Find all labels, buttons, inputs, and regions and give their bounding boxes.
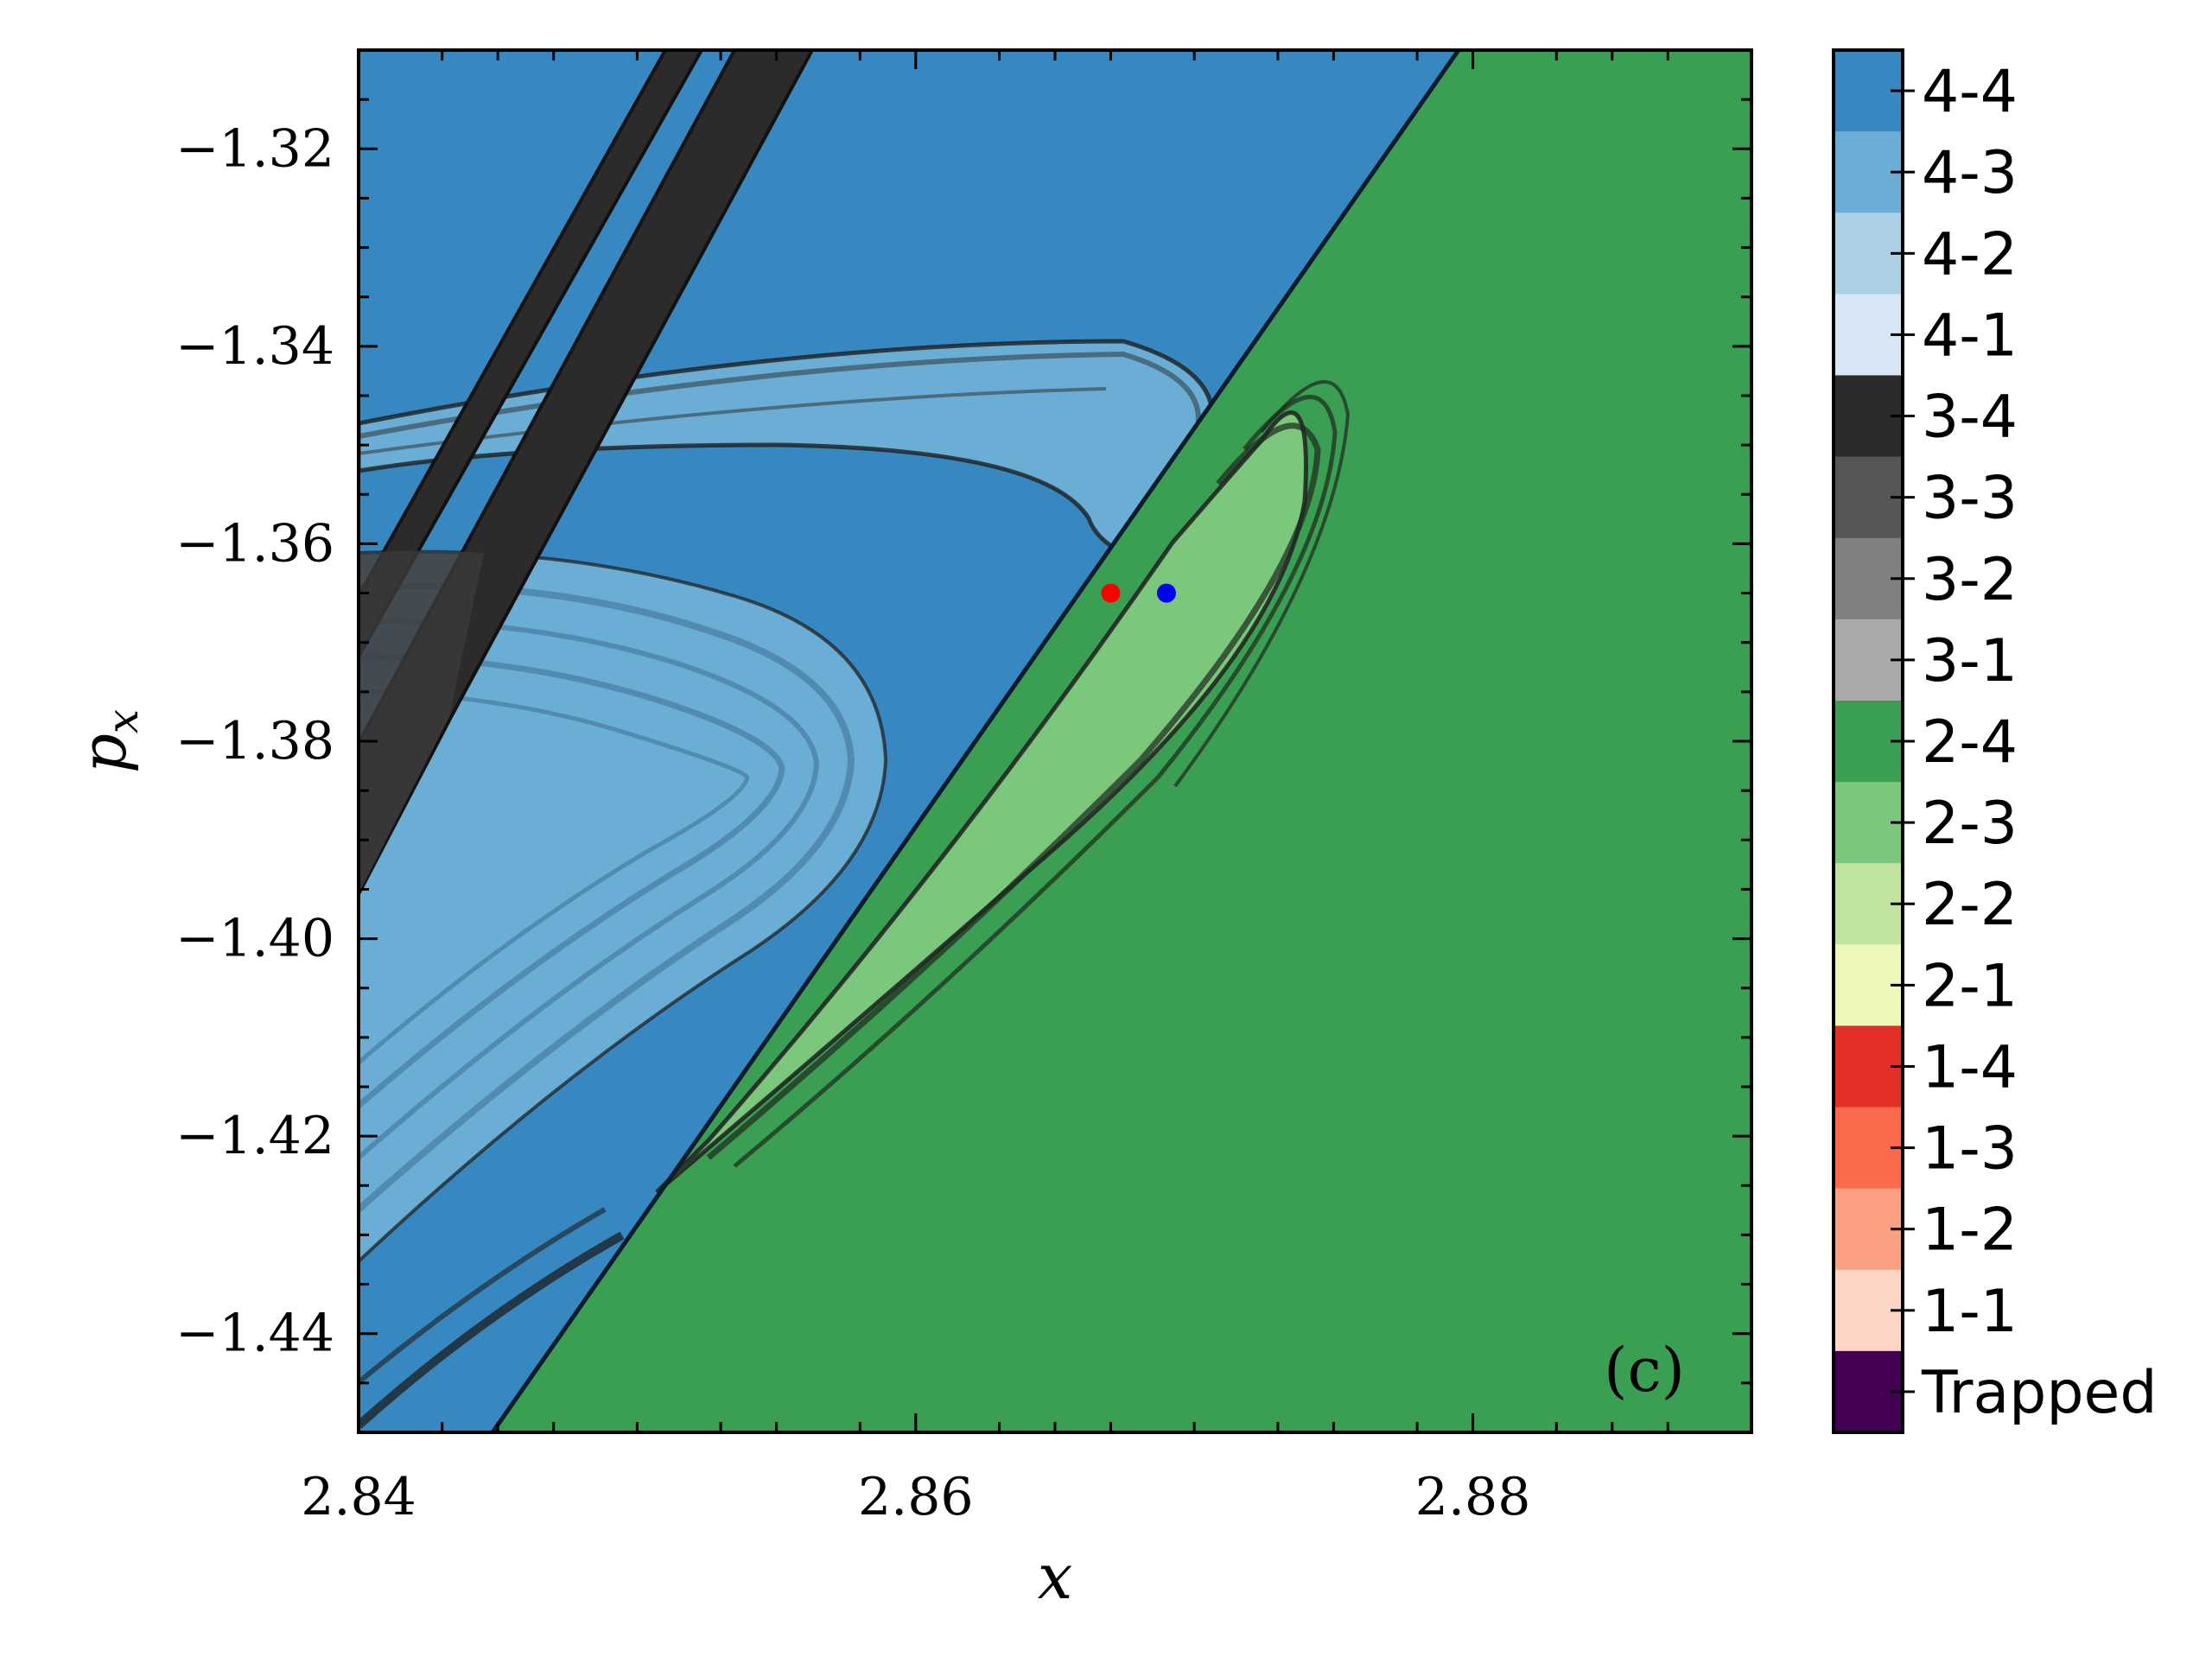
y-tick-label: −1.44	[175, 1304, 334, 1364]
colorbar-label: 4-3	[1922, 139, 2018, 207]
lobe-striations	[359, 582, 855, 1212]
y-axis-label-base: p	[67, 733, 140, 773]
colorbar-label: 1-2	[1922, 1196, 2018, 1265]
dark-lower-arc-2	[359, 1207, 607, 1385]
marker-point-1	[1101, 583, 1121, 603]
colorbar-label: 3-3	[1922, 465, 2018, 533]
y-axis-label: px	[67, 709, 148, 773]
y-tick-label: −1.38	[175, 711, 334, 771]
y-tick-label: −1.34	[175, 316, 334, 377]
y-tick-label: −1.36	[175, 513, 334, 574]
colorbar-label: 2-2	[1922, 871, 2018, 939]
region-boundary-line	[490, 50, 1461, 1432]
x-axis-label: x	[1038, 1540, 1073, 1613]
colorbar-label: 2-1	[1922, 952, 2018, 1020]
y-tick-label: −1.40	[175, 909, 334, 969]
x-tick-label: 2.86	[858, 1467, 974, 1527]
tongue-striations	[706, 380, 1351, 1168]
colorbar-label: Trapped	[1921, 1359, 2158, 1427]
x-axis-ticks: 2.84 2.86 2.88	[301, 50, 1753, 1527]
x-tick-label: 2.88	[1415, 1467, 1531, 1527]
region-3-4-thin-stripe	[359, 50, 704, 661]
colorbar-label: 1-3	[1922, 1115, 2018, 1184]
colorbar-label: 4-1	[1922, 301, 2018, 370]
dark-lower-arc	[359, 1231, 625, 1429]
colorbar-label: 2-3	[1922, 790, 2018, 858]
panel-label: (c)	[1604, 1335, 1685, 1406]
colorbar-label: 4-2	[1922, 220, 2018, 289]
y-axis-label-sub: x	[98, 709, 148, 733]
colorbar-label: 3-4	[1922, 384, 2018, 452]
colorbar-label: 2-4	[1922, 708, 2018, 777]
x-tick-label: 2.84	[301, 1467, 416, 1527]
region-4-3-core	[359, 752, 555, 1045]
plot-area	[359, 50, 1751, 1432]
markers-layer	[1101, 583, 1176, 603]
colorbar-label: 1-1	[1922, 1278, 2018, 1346]
colorbar: 4-4 4-3 4-2 4-1 3-4 3-3 3-2 3-1 2-4 2-3 2-2 2-1 1-4 1…	[1832, 48, 2158, 1434]
y-axis-ticks: −1.32 −1.34 −1.36 −1.38 −1.40 −1.42 −1.44	[175, 48, 1751, 1434]
marker-point-2	[1156, 583, 1176, 603]
colorbar-label: 3-2	[1922, 546, 2018, 614]
colorbar-frame	[1832, 48, 1904, 1434]
y-tick-label: −1.32	[175, 118, 334, 179]
y-tick-label: −1.42	[175, 1106, 334, 1166]
colorbar-label: 4-4	[1922, 58, 2018, 126]
region-3-4-lobe-shade	[359, 550, 484, 894]
colorbar-label: 3-1	[1922, 627, 2018, 695]
colorbar-label: 1-4	[1922, 1033, 2018, 1101]
